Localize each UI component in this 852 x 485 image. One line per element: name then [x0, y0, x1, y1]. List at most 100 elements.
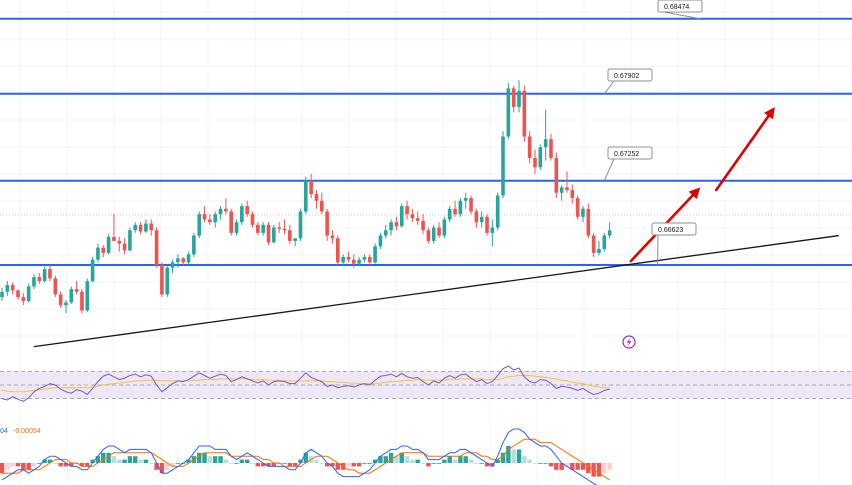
candle-down	[415, 218, 420, 221]
candle-down	[80, 291, 84, 311]
candle-up	[378, 235, 383, 247]
macd-histogram-bar	[271, 463, 277, 467]
macd-pane	[0, 428, 612, 485]
candle-down	[549, 139, 553, 158]
macd-histogram-bar	[10, 463, 15, 467]
macd-histogram-bar	[516, 449, 522, 463]
level-price-label: 0.67902	[614, 73, 639, 80]
callout-box	[607, 68, 653, 82]
macd-histogram-bar	[63, 463, 69, 467]
macd-histogram-bar	[90, 459, 95, 463]
candle-down	[469, 198, 473, 212]
candle-down	[250, 214, 255, 225]
macd-histogram-bar	[474, 463, 479, 464]
candle-down	[527, 136, 532, 158]
candle-up	[501, 136, 505, 196]
macd-histogram-bar	[250, 463, 255, 464]
level-label[interactable]: 0.67902	[603, 68, 653, 94]
level-label[interactable]: 0.66623	[651, 222, 697, 266]
arrows-layer[interactable]	[629, 107, 775, 263]
candle-down	[367, 256, 372, 263]
candle-down	[533, 157, 537, 168]
candle-down	[101, 247, 106, 253]
macd-histogram-bar	[415, 459, 420, 463]
ascending-trendline[interactable]	[33, 234, 839, 348]
candle-down	[288, 230, 292, 241]
macd-readout: -0.00054	[13, 428, 41, 435]
macd-histogram-bar	[436, 463, 442, 464]
macd-histogram-bar	[500, 452, 506, 463]
candle-up	[357, 259, 361, 264]
candle-down	[330, 235, 335, 239]
icon-layer[interactable]	[622, 335, 636, 349]
macd-histogram-bar	[165, 463, 170, 470]
macd-histogram-bar	[37, 463, 42, 464]
macd-histogram-bar	[399, 452, 404, 463]
macd-histogram-bar	[266, 463, 271, 467]
candle-up	[362, 256, 367, 260]
macd-histogram-bar	[53, 463, 58, 464]
candle-up	[495, 195, 500, 228]
candle-up	[42, 269, 47, 282]
macd-histogram-bar	[351, 463, 356, 467]
callout-leader	[603, 158, 615, 181]
horizontal-levels[interactable]	[0, 17, 852, 267]
level-label[interactable]: 0.68474	[657, 0, 703, 20]
macd-histogram-bar	[495, 459, 500, 463]
macd-histogram-bar	[213, 456, 218, 463]
candle-down	[346, 256, 351, 260]
macd-histogram-bar	[388, 452, 394, 463]
macd-histogram-bar	[69, 463, 74, 467]
macd-histogram-bar	[133, 456, 138, 463]
candle-up	[293, 238, 297, 241]
macd-histogram-bar	[202, 452, 207, 463]
macd-histogram-bar	[292, 463, 298, 467]
macd-histogram-bar	[58, 463, 63, 467]
macd-histogram-bar	[367, 463, 372, 464]
candle-down	[277, 227, 281, 229]
macd-histogram-bar	[79, 463, 85, 467]
macd-histogram-bar	[383, 456, 388, 463]
candle-down	[245, 206, 249, 215]
candle-down	[565, 187, 569, 191]
macd-histogram-bar	[101, 452, 106, 463]
candle-up	[218, 208, 223, 215]
macd-histogram-bar	[255, 463, 261, 467]
candle-down	[575, 198, 580, 217]
candle-down	[474, 211, 479, 223]
macd-histogram-bar	[228, 463, 234, 464]
callout-leader	[663, 11, 701, 20]
candle-down	[511, 88, 516, 108]
candle-down	[410, 214, 415, 219]
candle-down	[160, 265, 164, 295]
candle-up	[133, 224, 138, 231]
candle-down	[58, 294, 63, 306]
macd-histogram-bar	[506, 446, 511, 463]
up-arrow[interactable]	[714, 107, 775, 192]
candle-down	[421, 220, 425, 231]
macd-histogram-bar	[143, 459, 149, 463]
candle-up	[581, 208, 585, 217]
lightning-icon[interactable]	[622, 335, 636, 349]
candle-up	[463, 198, 468, 201]
candle-up	[597, 248, 601, 253]
candle-down	[37, 277, 42, 282]
macd-histogram-bar	[324, 463, 330, 467]
macd-histogram-bar	[298, 459, 303, 463]
level-label[interactable]: 0.67252	[603, 146, 653, 181]
level-labels[interactable]: 0.68474 0.67902 0.67252 0.66623	[603, 0, 703, 266]
candle-up	[447, 208, 452, 220]
macd-histogram-bar	[356, 463, 362, 467]
candle-down	[453, 208, 457, 215]
trendline-layer[interactable]	[33, 234, 839, 348]
macd-histogram-bar	[111, 456, 117, 463]
candle-up	[399, 206, 404, 227]
macd-histogram-bar	[527, 459, 532, 463]
candle-up	[389, 222, 393, 231]
macd-histogram-bar	[26, 463, 31, 470]
macd-histogram-bar	[223, 459, 229, 463]
macd-histogram-bar	[244, 459, 250, 463]
